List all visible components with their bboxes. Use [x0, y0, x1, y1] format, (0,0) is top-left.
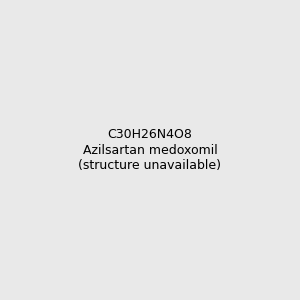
Text: C30H26N4O8
Azilsartan medoxomil
(structure unavailable): C30H26N4O8 Azilsartan medoxomil (structu… — [79, 128, 221, 172]
